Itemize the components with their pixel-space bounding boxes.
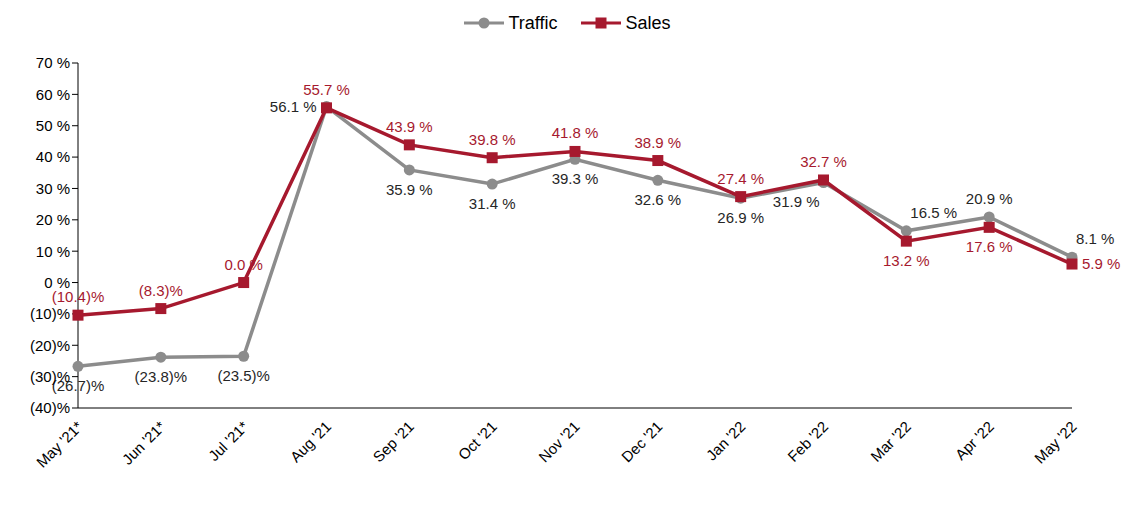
svg-text:Jul '21*: Jul '21* [205,418,252,465]
svg-text:56.1 %: 56.1 % [270,98,317,115]
svg-text:70 %: 70 % [36,54,70,71]
svg-text:39.8 %: 39.8 % [469,131,516,148]
svg-text:(20)%: (20)% [30,337,70,354]
svg-text:(8.3)%: (8.3)% [139,282,183,299]
svg-text:10 %: 10 % [36,243,70,260]
svg-text:Feb '22: Feb '22 [784,418,831,465]
svg-text:(10.4)%: (10.4)% [51,288,105,306]
svg-text:20 %: 20 % [36,211,70,228]
svg-text:Oct '21: Oct '21 [455,418,500,463]
svg-text:39.3 %: 39.3 % [552,170,599,187]
svg-text:May '21*: May '21* [33,418,86,471]
svg-text:Jan '22: Jan '22 [703,418,749,464]
svg-text:40 %: 40 % [36,148,70,165]
svg-text:41.8 %: 41.8 % [552,124,599,141]
svg-text:17.6 %: 17.6 % [966,238,1013,255]
svg-text:50 %: 50 % [36,117,70,134]
svg-text:16.5 %: 16.5 % [910,204,957,221]
svg-text:(10)%: (10)% [30,305,70,322]
svg-text:32.7 %: 32.7 % [800,153,847,170]
svg-text:0.0 %: 0.0 % [224,256,262,273]
svg-text:38.9 %: 38.9 % [634,134,681,151]
svg-text:55.7 %: 55.7 % [303,81,350,98]
svg-text:26.9 %: 26.9 % [717,209,764,226]
svg-text:30 %: 30 % [36,180,70,197]
svg-text:Jun '21*: Jun '21* [119,418,169,468]
svg-text:0 %: 0 % [44,274,70,291]
svg-text:Mar '22: Mar '22 [867,418,914,465]
svg-text:(23.8)%: (23.8)% [135,368,188,385]
svg-text:35.9 %: 35.9 % [386,181,433,198]
svg-text:(23.5)%: (23.5)% [217,367,270,384]
svg-text:Apr '22: Apr '22 [952,418,997,463]
svg-text:(40)%: (40)% [30,399,70,416]
svg-text:32.6 %: 32.6 % [634,191,681,208]
svg-text:31.4 %: 31.4 % [469,195,516,212]
svg-text:Sep '21: Sep '21 [369,418,417,466]
svg-text:13.2 %: 13.2 % [883,252,930,269]
svg-text:60 %: 60 % [36,86,70,103]
svg-text:20.9 %: 20.9 % [966,190,1013,207]
svg-text:Dec '21: Dec '21 [618,418,666,466]
svg-text:27.4 %: 27.4 % [717,170,764,187]
svg-text:5.9 %: 5.9 % [1082,255,1120,272]
svg-text:31.9 %: 31.9 % [773,193,820,210]
svg-text:(30)%: (30)% [30,368,70,385]
svg-text:(26.7)%: (26.7)% [51,377,105,395]
html-text:Traffic: Traffic [508,12,558,33]
svg-text:Aug '21: Aug '21 [287,418,335,466]
html-text:Sales: Sales [625,12,671,33]
svg-text:May '22: May '22 [1031,418,1080,467]
svg-text:8.1 %: 8.1 % [1076,230,1114,247]
svg-text:Nov '21: Nov '21 [535,418,583,466]
svg-text:43.9 %: 43.9 % [386,118,433,135]
